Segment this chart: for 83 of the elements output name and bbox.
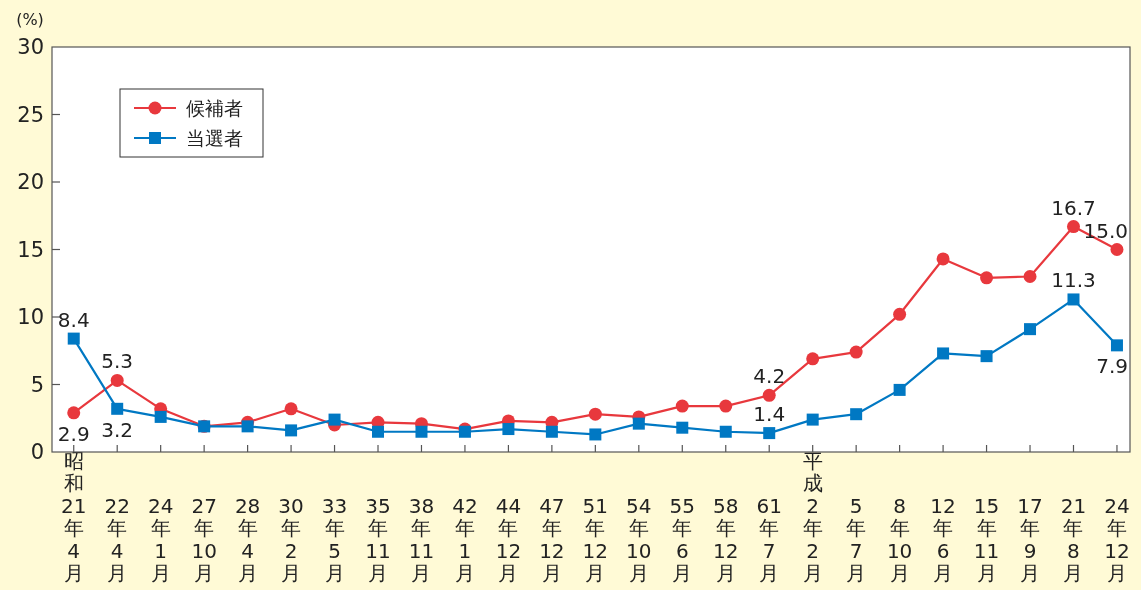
point [893, 307, 907, 321]
data-label: 5.3 [101, 349, 134, 374]
x-tick-label: 昭和21年4月 [61, 448, 87, 585]
point [1110, 243, 1124, 256]
point [67, 406, 81, 420]
point [502, 423, 515, 436]
data-label: 16.7 [1051, 195, 1096, 220]
point [763, 427, 776, 440]
point [285, 424, 298, 437]
point [284, 402, 298, 416]
y-tick-label: 25 [17, 102, 44, 127]
x-tick-label: 平成2年2月 [802, 448, 823, 585]
data-label: 8.4 [57, 307, 90, 332]
legend-label: 当選者 [186, 127, 243, 149]
point [328, 413, 341, 426]
point [937, 347, 950, 360]
point [1067, 293, 1080, 306]
data-label: 4.2 [753, 364, 786, 389]
x-tick-label: 35年11月 [365, 493, 391, 585]
x-tick-label: 33年5月 [321, 493, 348, 585]
point [980, 271, 994, 285]
point [849, 345, 863, 359]
x-tick-label: 54年10月 [626, 493, 652, 585]
point [545, 425, 558, 438]
x-tick-label: 21年8月 [1060, 493, 1087, 585]
legend-label: 候補者 [186, 97, 243, 119]
x-tick-label: 55年6月 [669, 493, 696, 585]
x-tick-label: 5年7月 [846, 493, 867, 585]
x-tick-label: 8年10月 [886, 493, 913, 585]
data-label: 15.0 [1083, 218, 1128, 243]
point [719, 399, 733, 413]
y-axis-title: (%) [16, 10, 44, 29]
point [632, 417, 645, 430]
x-tick-label: 42年1月 [452, 493, 478, 585]
y-tick-label: 15 [17, 237, 44, 262]
x-tick-label: 22年4月 [104, 493, 130, 585]
point [241, 420, 254, 433]
y-tick-label: 30 [17, 35, 44, 59]
point [719, 425, 732, 438]
x-tick-label: 15年11月 [973, 493, 1000, 585]
data-label: 7.9 [1096, 354, 1128, 379]
x-tick-label: 12年6月 [930, 493, 956, 585]
x-tick-label: 61年7月 [756, 493, 782, 585]
point [111, 402, 124, 415]
x-tick-label: 44年12月 [495, 493, 522, 585]
x-tick-label: 51年12月 [582, 493, 609, 585]
data-label: 11.3 [1051, 268, 1096, 293]
x-tick-label: 47年12月 [539, 493, 565, 585]
point [980, 350, 993, 363]
point [936, 252, 950, 266]
point [676, 421, 689, 434]
point [110, 373, 124, 387]
y-tick-label: 0 [30, 440, 44, 464]
point [850, 408, 863, 421]
point [415, 425, 428, 438]
point [1024, 323, 1037, 336]
point [1066, 220, 1080, 234]
point [675, 399, 689, 413]
x-tick-label: 30年2月 [278, 493, 304, 585]
y-tick-label: 20 [17, 170, 44, 194]
x-tick-label: 58年12月 [713, 493, 739, 585]
x-tick-label: 24年12月 [1104, 493, 1130, 585]
data-label: 1.4 [753, 402, 786, 427]
x-tick-label: 17年9月 [1017, 493, 1043, 585]
point [588, 407, 602, 421]
point [372, 425, 385, 438]
y-tick-label: 5 [30, 372, 44, 397]
point [893, 383, 906, 396]
point [67, 332, 80, 345]
point [1023, 270, 1037, 283]
data-label: 2.9 [57, 421, 90, 446]
point [154, 410, 167, 423]
x-tick-label: 28年4月 [234, 493, 261, 585]
data-label: 3.2 [101, 417, 134, 442]
x-tick-label: 24年1月 [147, 493, 174, 585]
point [762, 388, 776, 402]
point [589, 428, 602, 441]
point [806, 352, 820, 366]
x-tick-label: 38年11月 [408, 493, 435, 585]
y-tick-label: 10 [17, 305, 44, 329]
point [806, 413, 819, 426]
x-tick-label: 27年10月 [191, 493, 217, 585]
point [1110, 339, 1123, 352]
